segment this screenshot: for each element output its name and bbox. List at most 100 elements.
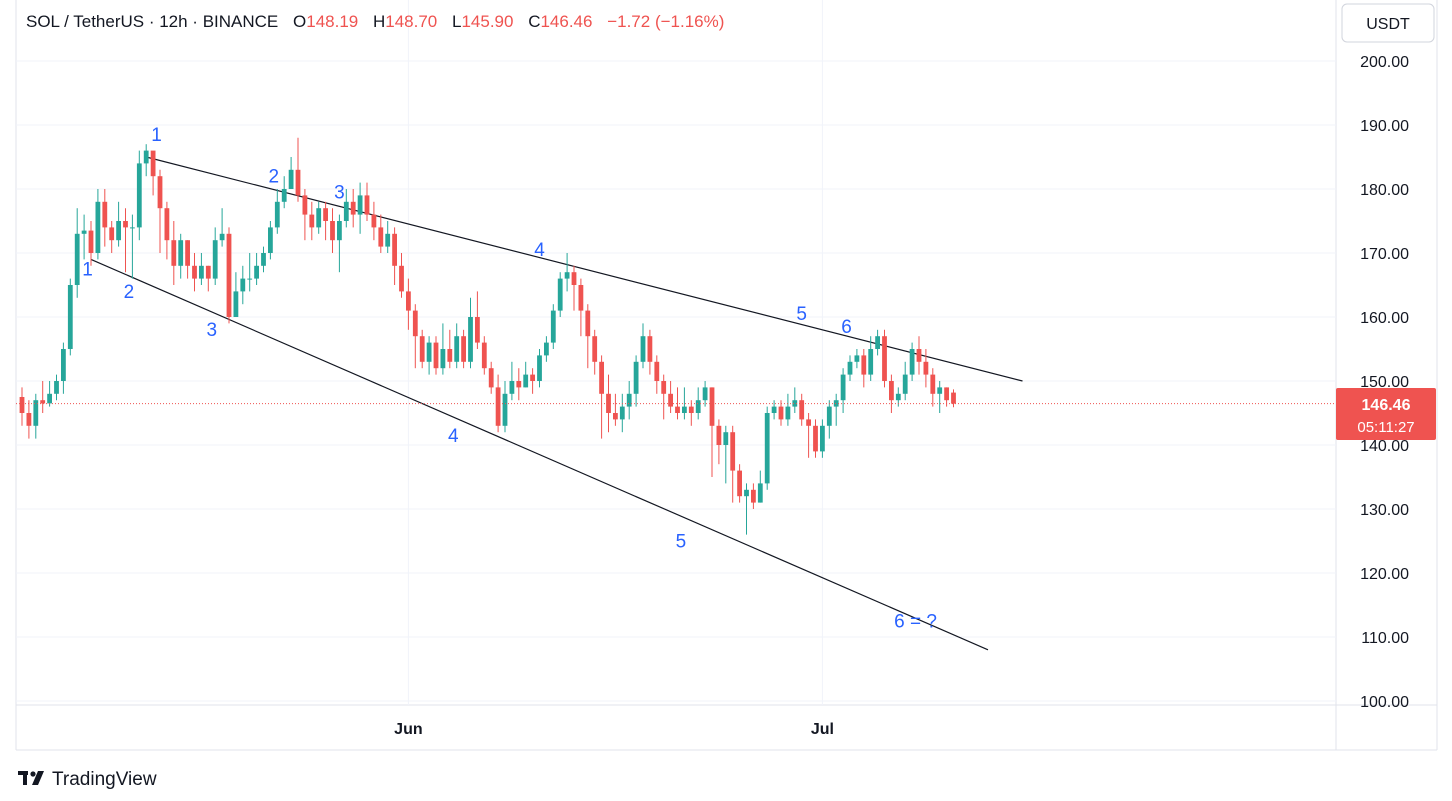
candle-body — [619, 406, 625, 420]
candle-body — [240, 278, 246, 292]
wave-label: 5 — [796, 304, 807, 325]
candle — [613, 393, 618, 426]
candle — [592, 329, 598, 375]
candle-body — [916, 349, 922, 362]
candle — [578, 278, 584, 337]
symbol-info[interactable]: SOL / TetherUS · 12h · BINANCE — [26, 12, 278, 31]
candle — [806, 413, 811, 458]
candle-body — [737, 470, 742, 497]
candle-body — [385, 233, 391, 247]
candle-body — [882, 336, 887, 381]
candle — [67, 278, 73, 356]
candle — [81, 214, 87, 260]
candle-body — [26, 413, 32, 426]
candle-body — [261, 253, 266, 266]
tradingview-logo-icon — [18, 771, 44, 785]
candle-body — [343, 201, 349, 221]
candle — [937, 381, 943, 413]
candle — [412, 304, 418, 369]
candle — [813, 419, 818, 458]
candle — [861, 349, 867, 388]
candle-body — [468, 317, 473, 362]
candle — [668, 381, 673, 413]
candle-body — [419, 336, 425, 362]
tradingview-logo[interactable]: TradingView — [18, 769, 157, 790]
candle-body — [675, 406, 680, 413]
wave-label: 3 — [334, 183, 345, 204]
candle-body — [178, 240, 184, 266]
candle — [626, 381, 632, 420]
candle-body — [192, 265, 197, 279]
candle-body — [544, 342, 549, 356]
change-value: −1.72 (−1.16%) — [607, 12, 724, 31]
candle — [268, 221, 273, 260]
candle-body — [447, 349, 453, 362]
candle-body — [502, 393, 508, 426]
candle-body — [164, 208, 170, 241]
candle — [95, 189, 101, 260]
candle — [274, 189, 280, 234]
wave-label: 6 — [841, 317, 852, 338]
candle-body — [233, 291, 239, 317]
candle-body — [95, 201, 101, 253]
candle — [309, 201, 315, 241]
candle-body — [537, 355, 542, 381]
candle-body — [820, 425, 825, 452]
candle — [744, 483, 749, 535]
candle — [550, 304, 556, 349]
candle-body — [288, 169, 294, 189]
candle-body — [702, 387, 708, 401]
currency-button[interactable]: USDT — [1341, 3, 1435, 43]
price-axis-labels[interactable]: 200.00 190.00 180.00 170.00 160.00 150.00 140.… — [1360, 54, 1409, 711]
candle-body — [654, 361, 660, 381]
candle-body — [330, 221, 335, 241]
candle-body — [688, 406, 694, 413]
close-value: 146.46 — [540, 12, 592, 31]
candle-body — [592, 336, 598, 362]
candle-body — [488, 368, 494, 388]
candle — [316, 201, 322, 234]
candle — [54, 374, 59, 401]
candle-body — [295, 169, 301, 196]
candle-body — [613, 413, 618, 420]
candle-body — [74, 233, 80, 285]
candle — [716, 419, 722, 465]
candle — [185, 240, 190, 279]
candle-body — [709, 387, 715, 426]
candle-body — [350, 201, 356, 215]
grid-layer — [16, 0, 1336, 705]
high-label: H — [373, 12, 385, 31]
candle-body — [130, 227, 135, 229]
candle-body — [219, 233, 225, 241]
candle-body — [606, 393, 611, 413]
candle — [868, 336, 874, 381]
candle-body — [323, 208, 328, 221]
candle — [488, 361, 494, 394]
candle — [695, 387, 701, 420]
time-axis-labels[interactable]: Jun Jul — [394, 721, 834, 738]
candle-body — [185, 240, 190, 266]
wave-label: 4 — [448, 426, 459, 447]
candle-body — [571, 272, 577, 285]
price-tick-label: 160.00 — [1360, 310, 1409, 327]
candle-body — [433, 342, 439, 369]
candle-body — [378, 227, 384, 247]
candle — [585, 304, 591, 369]
candle — [454, 323, 460, 369]
candle-body — [440, 349, 446, 369]
candle — [826, 400, 832, 439]
candle — [33, 393, 39, 439]
candle-body — [274, 201, 280, 228]
candle-body — [364, 195, 370, 215]
trendline-lower[interactable] — [90, 258, 989, 651]
candle — [599, 355, 604, 439]
legend-line: SOL / TetherUS · 12h · BINANCE O148.19 H… — [26, 12, 724, 31]
candle-body — [399, 265, 404, 292]
candle — [61, 342, 66, 394]
candle-body — [157, 176, 163, 209]
candle — [406, 278, 411, 330]
wave-label: 6 = ? — [894, 611, 937, 632]
